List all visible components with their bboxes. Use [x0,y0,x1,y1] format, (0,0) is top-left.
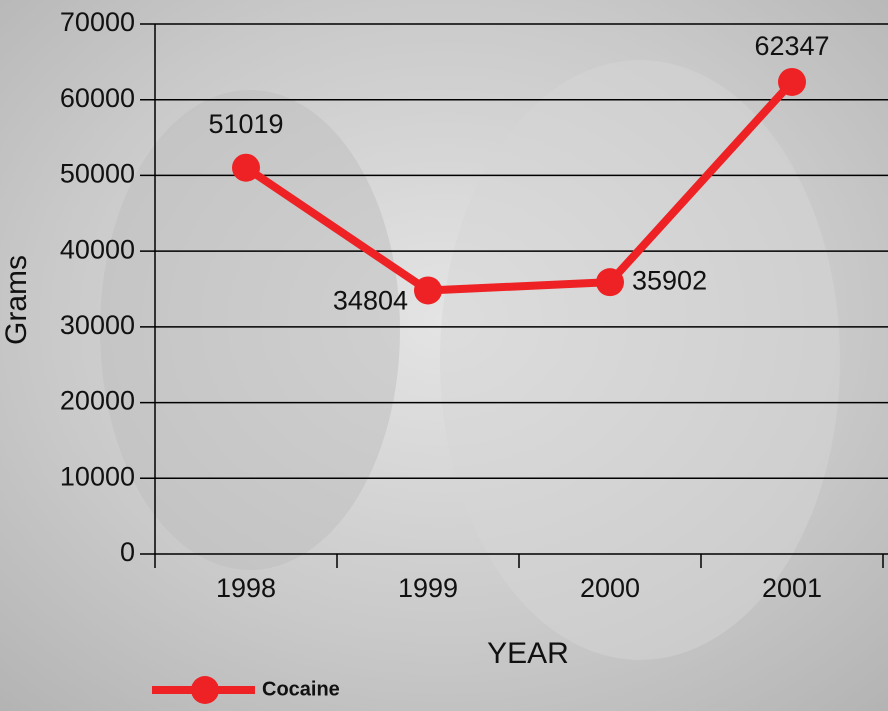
data-label: 62347 [754,31,829,61]
data-label: 34804 [333,286,408,316]
marker [596,268,624,297]
x-tick-label: 2000 [580,573,640,603]
y-tick-label: 60000 [60,83,135,113]
y-tick-label: 20000 [60,386,135,416]
data-label: 51019 [208,109,283,139]
y-tick-label: 10000 [60,461,135,491]
x-tick-label: 1999 [398,573,458,603]
y-tick-label: 70000 [60,7,135,37]
y-tick-label: 40000 [60,234,135,264]
y-tick-label: 0 [120,537,135,567]
legend-marker [191,676,219,704]
y-tick-label: 30000 [60,310,135,340]
legend-label: Cocaine [262,678,340,700]
y-axis-title: Grams [0,255,33,345]
marker [414,276,442,305]
x-tick-label: 1998 [216,573,276,603]
line [243,79,795,295]
marker [778,67,806,96]
photo-shade [440,60,840,660]
data-label: 35902 [632,265,707,295]
x-tick-label: 2001 [762,573,822,603]
y-tick-label: 50000 [60,159,135,189]
marker [232,153,260,182]
x-axis-title: YEAR [487,637,569,670]
photo-shade [100,90,400,570]
